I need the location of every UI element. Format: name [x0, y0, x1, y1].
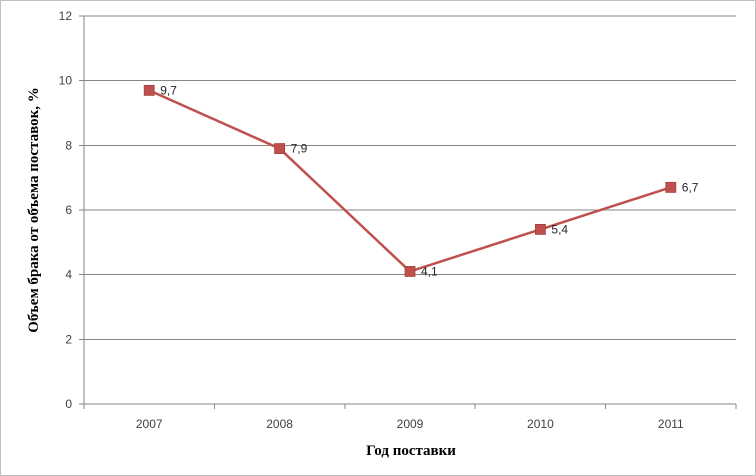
y-axis-title: Объем брака от объема поставок, % — [26, 87, 42, 332]
x-tick-label: 2007 — [136, 417, 163, 431]
x-tick-label: 2008 — [266, 417, 293, 431]
data-point-marker — [535, 223, 546, 235]
x-tick-label: 2011 — [658, 417, 684, 431]
y-tick-label: 12 — [59, 9, 73, 23]
x-tick-label: 2010 — [527, 417, 554, 431]
data-point-marker — [665, 181, 677, 193]
series-line — [148, 89, 672, 273]
y-tick-label: 4 — [65, 268, 72, 282]
gridlines — [84, 15, 736, 340]
y-tick-label: 8 — [65, 138, 72, 152]
y-tick-label: 10 — [59, 74, 73, 88]
data-label: 9,7 — [160, 83, 177, 97]
data-label: 5,4 — [551, 222, 568, 236]
data-point-marker — [143, 84, 155, 96]
data-label: 4,1 — [421, 264, 438, 278]
data-point-marker — [274, 143, 286, 154]
y-axis: 0 2 4 6 8 10 12 — [59, 9, 85, 411]
x-tick-label: 2009 — [397, 417, 424, 431]
data-point-marker — [404, 266, 416, 277]
y-tick-label: 2 — [65, 332, 72, 346]
x-axis-title: Год поставки — [366, 443, 456, 459]
y-tick-label: 0 — [65, 397, 72, 411]
series-group — [143, 84, 677, 277]
y-tick-label: 6 — [65, 203, 72, 217]
data-label: 6,7 — [682, 180, 699, 194]
data-labels: 9,7 7,9 4,1 5,4 6,7 — [160, 83, 699, 278]
data-label: 7,9 — [291, 142, 308, 156]
x-axis: 2007 2008 2009 2010 2011 — [83, 403, 737, 431]
